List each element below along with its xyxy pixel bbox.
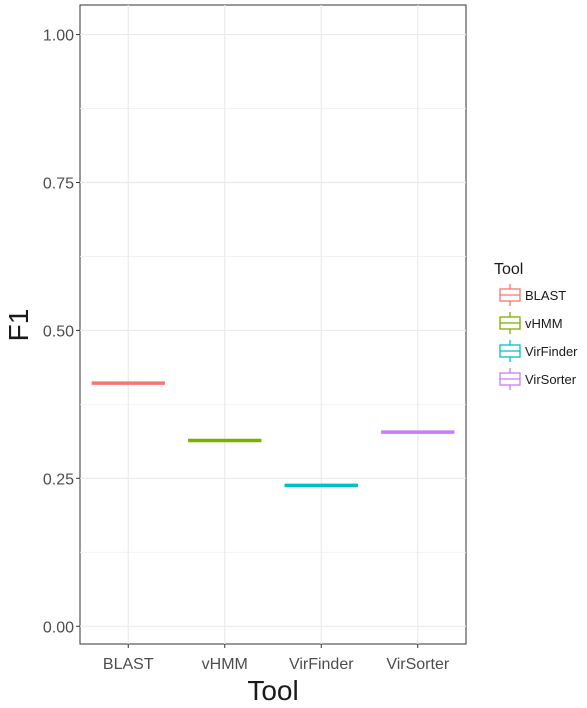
y-axis-title: F1 — [3, 309, 34, 342]
plot-panel — [79, 4, 467, 645]
x-tick-label: VirSorter — [386, 656, 450, 673]
legend-label: BLAST — [525, 288, 566, 303]
y-tick-label: 1.00 — [43, 28, 74, 45]
legend-title: Tool — [494, 261, 523, 278]
legend-label: VirSorter — [525, 372, 577, 387]
legend-item-virsorter: VirSorter — [499, 368, 577, 390]
y-tick-label: 0.00 — [43, 619, 74, 636]
x-tick-label: VirFinder — [289, 656, 354, 673]
x-tick-label: BLAST — [103, 656, 154, 673]
x-tick-label: vHMM — [202, 656, 248, 673]
legend-item-virfinder: VirFinder — [499, 340, 578, 362]
legend: Tool BLAST vHMM VirFinder VirSorter — [494, 261, 578, 390]
y-tick-label: 0.25 — [43, 471, 74, 488]
legend-label: VirFinder — [525, 344, 578, 359]
legend-item-vhmm: vHMM — [499, 312, 563, 334]
legend-item-blast: BLAST — [499, 284, 566, 306]
legend-label: vHMM — [525, 316, 563, 331]
x-axis-title: Tool — [247, 675, 298, 706]
y-tick-label: 0.50 — [43, 323, 74, 340]
y-tick-label: 0.75 — [43, 176, 74, 193]
